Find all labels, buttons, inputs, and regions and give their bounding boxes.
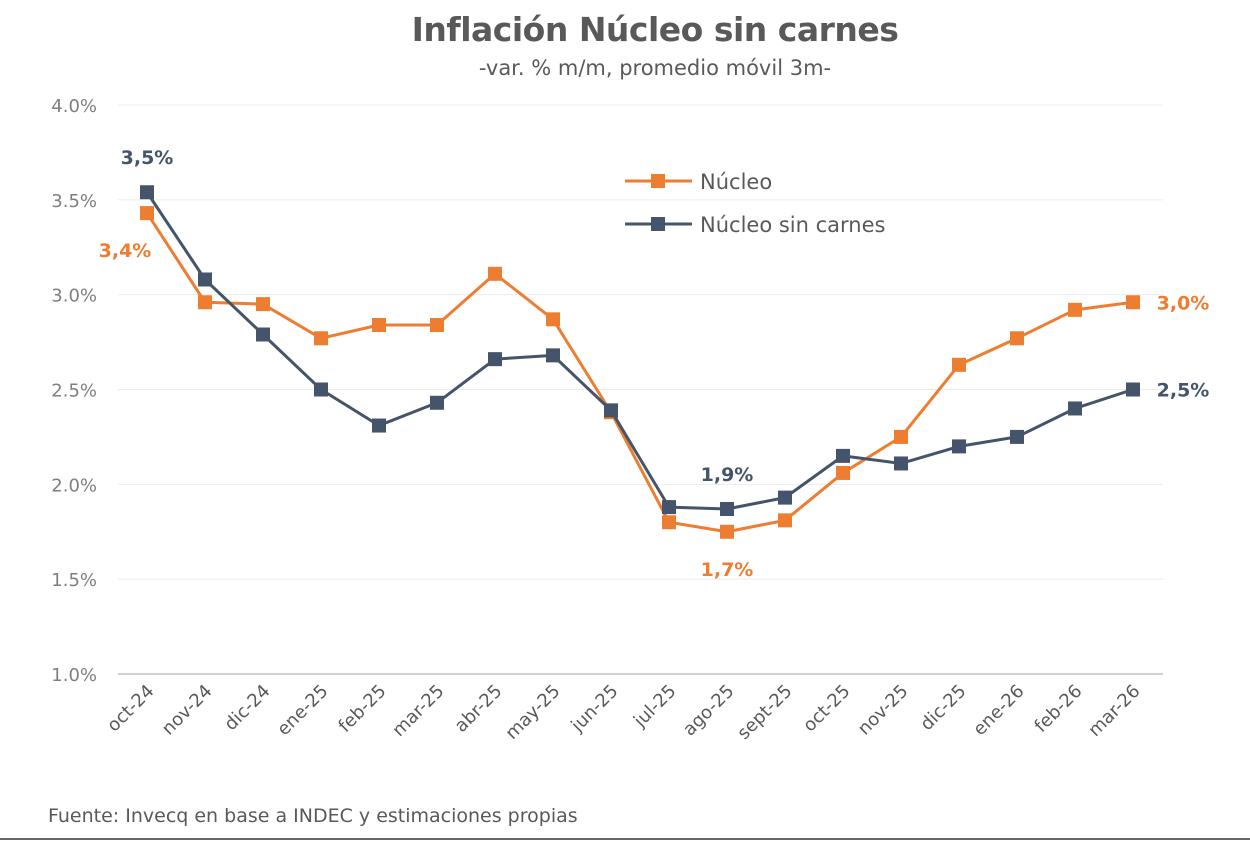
y-tick-label: 1.0% — [51, 665, 97, 686]
data-point — [836, 465, 850, 480]
data-point — [952, 439, 966, 454]
data-point — [140, 206, 154, 221]
data-point — [256, 327, 270, 342]
x-tick-label: may-25 — [501, 681, 564, 744]
data-label: 1,9% — [701, 464, 754, 486]
y-tick-label: 2.0% — [51, 475, 97, 496]
y-tick-label: 4.0% — [51, 96, 97, 117]
x-tick-label: nov-25 — [854, 681, 913, 740]
data-point — [1126, 295, 1140, 310]
data-point — [546, 312, 560, 327]
data-point — [720, 501, 734, 516]
data-point — [488, 352, 502, 367]
x-tick-label: jun-25 — [567, 681, 623, 737]
x-tick-label: ago-25 — [679, 681, 739, 741]
divider — [0, 838, 1250, 840]
data-label: 1,7% — [701, 559, 754, 581]
x-tick-label: nov-24 — [158, 681, 217, 740]
data-point — [836, 448, 850, 463]
y-tick-label: 3.0% — [51, 286, 97, 307]
data-point — [894, 429, 908, 444]
data-point — [430, 395, 444, 410]
y-tick-label: 3.5% — [51, 191, 97, 212]
data-label: 3,5% — [121, 147, 174, 169]
series-line-nucleo-sin-carnes — [145, 191, 1134, 511]
x-tick-label: ene-25 — [273, 681, 332, 740]
legend-marker — [651, 217, 665, 231]
chart-title: Inflación Núcleo sin carnes — [411, 10, 899, 49]
x-tick-label: dic-24 — [220, 681, 274, 735]
legend-label: Núcleo — [700, 170, 772, 194]
legend-marker — [651, 174, 665, 188]
series-line-nucleo — [145, 212, 1134, 534]
chart-subtitle: -var. % m/m, promedio móvil 3m- — [478, 56, 832, 80]
x-tick-label: feb-26 — [1030, 681, 1086, 737]
data-point — [778, 490, 792, 505]
x-tick-label: mar-26 — [1084, 681, 1144, 741]
x-tick-label: feb-25 — [334, 681, 390, 737]
data-point — [430, 318, 444, 333]
data-point — [778, 513, 792, 528]
data-point — [952, 357, 966, 372]
x-tick-label: dic-25 — [916, 681, 970, 735]
data-point — [372, 418, 386, 433]
data-point — [894, 456, 908, 471]
data-point — [256, 297, 270, 312]
x-tick-label: ene-26 — [969, 681, 1028, 740]
data-point — [720, 524, 734, 539]
data-point — [1068, 302, 1082, 317]
data-point — [604, 403, 618, 418]
y-tick-label: 1.5% — [51, 570, 97, 591]
data-point — [372, 318, 386, 333]
data-label: 2,5% — [1157, 380, 1210, 402]
data-point — [662, 500, 676, 515]
data-label: 3,4% — [99, 240, 152, 262]
data-point — [1010, 429, 1024, 444]
x-tick-label: jul-25 — [629, 681, 680, 732]
source-note: Fuente: Invecq en base a INDEC y estimac… — [48, 805, 578, 827]
data-point — [198, 272, 212, 287]
data-label: 3,0% — [1157, 292, 1210, 314]
x-tick-label: oct-24 — [103, 681, 158, 736]
data-point — [1068, 401, 1082, 416]
data-point — [546, 348, 560, 363]
data-point — [662, 515, 676, 530]
legend-label: Núcleo sin carnes — [700, 213, 885, 237]
data-point — [1126, 382, 1140, 397]
x-tick-label: oct-25 — [799, 681, 854, 736]
x-tick-label: sept-25 — [733, 681, 796, 744]
data-point — [140, 185, 154, 200]
data-point — [1010, 331, 1024, 346]
data-point — [314, 331, 328, 346]
data-point — [488, 266, 502, 281]
y-tick-label: 2.5% — [51, 381, 97, 402]
data-point — [198, 295, 212, 310]
x-tick-label: mar-25 — [388, 681, 448, 741]
data-point — [314, 382, 328, 397]
x-tick-label: abr-25 — [451, 681, 507, 737]
